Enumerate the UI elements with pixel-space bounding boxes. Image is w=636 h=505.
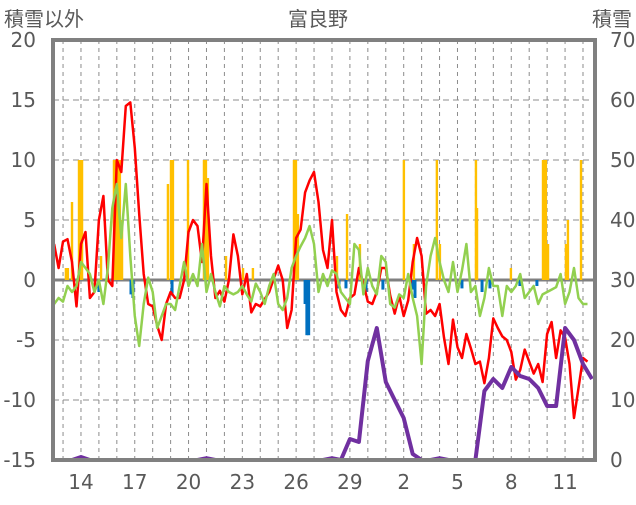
bar-positive	[77, 160, 81, 280]
bar-positive	[169, 160, 173, 280]
x-tick-label: 17	[122, 470, 147, 494]
bar-positive	[345, 214, 349, 280]
x-tick-label: 14	[68, 470, 93, 494]
bar-positive	[402, 160, 406, 280]
y-right-tick-label: 20	[610, 328, 635, 352]
y-left-tick-label: -5	[16, 328, 36, 352]
plot-border	[51, 38, 597, 462]
x-tick-label: 8	[505, 470, 518, 494]
x-tick-label: 26	[283, 470, 308, 494]
bar-positive	[171, 160, 175, 280]
bar-positive	[116, 160, 120, 280]
bar-positive	[335, 256, 339, 280]
x-tick-label: 5	[451, 470, 464, 494]
bar-positive	[435, 160, 439, 280]
bar-positive	[251, 268, 255, 280]
y-right-tick-label: 10	[610, 388, 635, 412]
x-tick-label: 23	[230, 470, 255, 494]
plot-frame	[51, 38, 597, 462]
bar-positive	[296, 214, 300, 280]
bar-negative	[129, 280, 133, 295]
x-tick-label: 29	[337, 470, 362, 494]
bar-positive	[509, 268, 513, 280]
y-left-tick-label: -10	[3, 388, 36, 412]
bar-negative	[170, 280, 174, 296]
bar-positive	[566, 220, 570, 280]
bar-positive	[241, 268, 245, 280]
bar-positive	[114, 160, 118, 280]
bar-negative	[344, 280, 348, 289]
bar-positive	[544, 160, 548, 280]
y-right-tick-label: 60	[610, 88, 635, 112]
bar-positive	[579, 160, 583, 280]
bar-positive	[292, 160, 296, 280]
bar-negative	[305, 280, 309, 336]
x-tick-label: 20	[176, 470, 201, 494]
y-left-tick-label: 5	[23, 208, 36, 232]
y-left-tick-label: -15	[3, 448, 36, 472]
bar-positive	[66, 268, 70, 280]
x-tick-label: 2	[397, 470, 410, 494]
bar-positive	[64, 268, 68, 280]
bar-positive	[224, 256, 228, 280]
y-axis-right-label: 積雪	[592, 7, 632, 31]
bar-positive	[564, 244, 568, 280]
bar-positive	[541, 160, 545, 280]
bar-negative	[413, 280, 417, 298]
bar-positive	[546, 244, 550, 280]
y-right-tick-label: 50	[610, 148, 635, 172]
bar-negative	[411, 280, 415, 290]
bar-negative	[518, 280, 522, 286]
bar-negative	[460, 280, 464, 289]
y-right-tick-label: 70	[610, 28, 635, 52]
bar-negative	[488, 280, 492, 289]
y-left-tick-label: 20	[11, 28, 36, 52]
chart-title: 富良野	[288, 7, 348, 31]
y-axis-left-label: 積雪以外	[4, 7, 84, 31]
y-right-tick-label: 40	[610, 208, 635, 232]
bar-positive	[186, 160, 190, 280]
x-tick-label: 11	[552, 470, 577, 494]
bar-negative	[535, 280, 539, 286]
bar-negative	[381, 280, 385, 290]
bar-positive	[475, 208, 479, 280]
bar-positive	[80, 160, 84, 280]
series-line-green	[53, 182, 588, 366]
bar-positive	[206, 178, 210, 280]
bar-positive	[70, 202, 74, 280]
y-left-tick-label: 10	[11, 148, 36, 172]
bar-positive	[166, 184, 170, 280]
bar-positive	[120, 220, 124, 280]
bar-positive	[204, 160, 208, 280]
y-left-tick-label: 15	[11, 88, 36, 112]
series-line-red	[52, 101, 589, 420]
bar-negative	[303, 280, 307, 304]
bar-positive	[294, 160, 298, 280]
bar-negative	[307, 280, 311, 336]
bar-positive	[99, 256, 103, 280]
y-right-tick-label: 30	[610, 268, 635, 292]
y-right-tick-label: 0	[610, 448, 623, 472]
bar-negative	[480, 280, 484, 292]
y-left-tick-label: 0	[23, 268, 36, 292]
